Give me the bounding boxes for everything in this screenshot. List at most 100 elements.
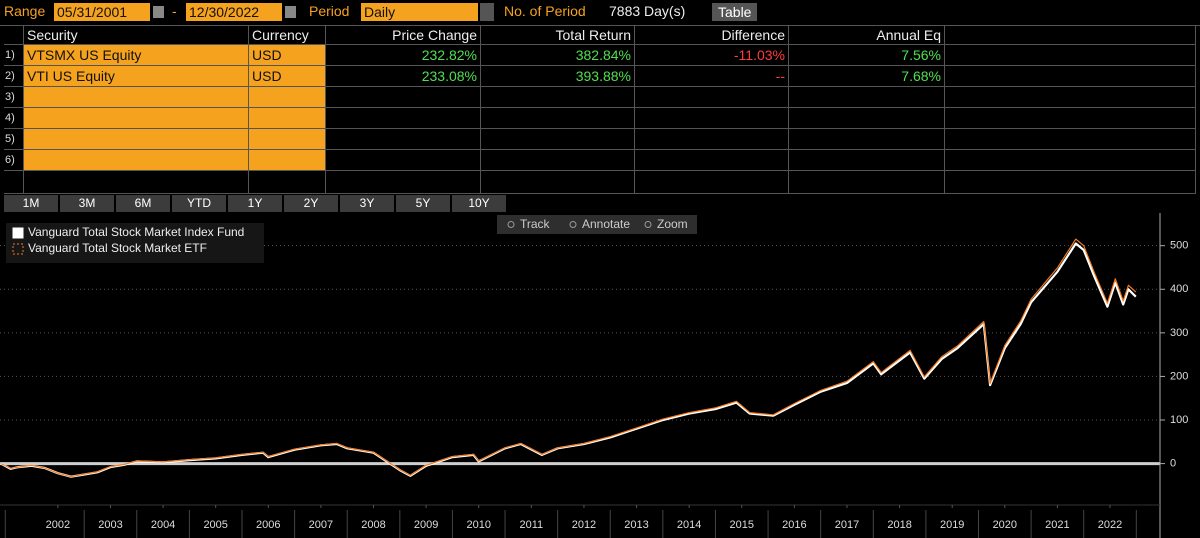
x-tick-label: 2019 bbox=[940, 519, 964, 531]
period-button[interactable]: 10Y bbox=[452, 195, 506, 212]
column-header: Currency bbox=[249, 26, 326, 45]
x-tick-label: 2008 bbox=[361, 519, 385, 531]
period-button[interactable]: 1M bbox=[4, 195, 58, 212]
tool-icon[interactable] bbox=[569, 221, 577, 228]
table-cell[interactable]: VTI US Equity bbox=[24, 66, 249, 87]
row-number: 4) bbox=[4, 108, 24, 129]
table-cell: -11.03% bbox=[635, 45, 789, 66]
end-date[interactable]: 12/30/2022 bbox=[186, 3, 282, 21]
legend-swatch bbox=[12, 227, 24, 239]
series-line bbox=[0, 238, 1137, 478]
table-cell bbox=[789, 129, 945, 150]
row-number: 6) bbox=[4, 150, 24, 171]
table-cell[interactable]: VTSMX US Equity bbox=[24, 45, 249, 66]
period-button[interactable]: 3Y bbox=[340, 195, 394, 212]
table-cell[interactable] bbox=[24, 108, 249, 129]
table-cell bbox=[4, 171, 24, 194]
table-cell bbox=[481, 87, 635, 108]
period-button[interactable]: 2Y bbox=[284, 195, 338, 212]
table-cell bbox=[635, 108, 789, 129]
column-header: Annual Eq bbox=[789, 26, 945, 45]
period-button[interactable]: 1Y bbox=[228, 195, 282, 212]
calendar-icon[interactable] bbox=[153, 6, 164, 18]
table-cell bbox=[945, 87, 1196, 108]
table-cell: 233.08% bbox=[326, 66, 481, 87]
column-header: Total Return bbox=[481, 26, 635, 45]
period-button[interactable]: 6M bbox=[116, 195, 170, 212]
table-cell bbox=[945, 66, 1196, 87]
tool-icon[interactable] bbox=[644, 221, 652, 228]
table-cell[interactable] bbox=[249, 129, 326, 150]
column-header: Difference bbox=[635, 26, 789, 45]
table-cell: 7.56% bbox=[789, 45, 945, 66]
dropdown-arrow[interactable] bbox=[480, 3, 494, 21]
x-tick-label: 2013 bbox=[624, 519, 648, 531]
table-cell bbox=[789, 108, 945, 129]
returns-table: Security Currency Price Change Total Return… bbox=[0, 25, 1200, 194]
y-tick-label: 500 bbox=[1170, 240, 1188, 252]
table-cell[interactable] bbox=[249, 87, 326, 108]
x-tick-label: 2010 bbox=[466, 519, 490, 531]
period-button[interactable]: 3M bbox=[60, 195, 114, 212]
start-date[interactable]: 05/31/2001 bbox=[54, 3, 150, 21]
period-button[interactable]: 5Y bbox=[396, 195, 450, 212]
x-tick-label: 2020 bbox=[993, 519, 1017, 531]
table-cell: 7.68% bbox=[789, 66, 945, 87]
x-tick-label: 2012 bbox=[572, 519, 596, 531]
x-tick-label: 2017 bbox=[835, 519, 859, 531]
table-cell[interactable]: USD bbox=[249, 66, 326, 87]
chart: 0 100 200 300 400 500 2002 2003 2004 2005 2006 2007… bbox=[0, 213, 1188, 538]
table-cell bbox=[326, 129, 481, 150]
table-cell bbox=[635, 129, 789, 150]
period-label: Period bbox=[309, 3, 350, 19]
legend-swatch bbox=[12, 243, 24, 255]
table-cell bbox=[326, 171, 481, 194]
table-cell bbox=[945, 45, 1196, 66]
table-cell[interactable]: USD bbox=[249, 45, 326, 66]
table-button[interactable]: Table bbox=[712, 3, 758, 21]
row-number: 1) bbox=[4, 45, 24, 66]
x-tick-label: 2006 bbox=[256, 519, 280, 531]
range-label: Range bbox=[4, 3, 46, 19]
y-tick-label: 300 bbox=[1170, 327, 1188, 339]
x-tick-label: 2011 bbox=[520, 519, 544, 531]
table-cell bbox=[326, 108, 481, 129]
table-cell bbox=[789, 87, 945, 108]
table-cell bbox=[789, 171, 945, 194]
table-cell bbox=[24, 171, 249, 194]
range-separator: - bbox=[172, 3, 177, 19]
table-cell bbox=[481, 108, 635, 129]
series-line bbox=[0, 242, 1137, 478]
chart-tool[interactable]: Zoom bbox=[657, 217, 688, 231]
table-cell[interactable] bbox=[24, 87, 249, 108]
tool-icon[interactable] bbox=[507, 221, 515, 228]
x-tick-label: 2015 bbox=[730, 519, 754, 531]
x-tick-label: 2022 bbox=[1098, 519, 1122, 531]
table-cell: 393.88% bbox=[481, 66, 635, 87]
table-cell[interactable] bbox=[24, 150, 249, 171]
count-label: No. of Period bbox=[504, 3, 586, 19]
column-header: Security bbox=[24, 26, 249, 45]
table-cell: -- bbox=[635, 66, 789, 87]
period-button[interactable]: YTD bbox=[172, 195, 226, 212]
table-cell bbox=[635, 87, 789, 108]
table-cell[interactable] bbox=[249, 150, 326, 171]
table-cell[interactable] bbox=[249, 108, 326, 129]
y-tick-label: 100 bbox=[1170, 414, 1188, 426]
table-cell bbox=[249, 171, 326, 194]
table-cell[interactable] bbox=[24, 129, 249, 150]
x-tick-label: 2002 bbox=[46, 519, 70, 531]
calendar-icon[interactable] bbox=[285, 6, 296, 18]
column-header: Price Change bbox=[326, 26, 481, 45]
column-header bbox=[945, 26, 1196, 45]
table-cell bbox=[481, 171, 635, 194]
chart-tool[interactable]: Annotate bbox=[582, 217, 630, 231]
table-cell bbox=[635, 171, 789, 194]
chart-tool[interactable]: Track bbox=[520, 217, 551, 231]
period-select[interactable]: Daily bbox=[361, 3, 478, 21]
y-tick-label: 400 bbox=[1170, 283, 1188, 295]
table-cell bbox=[635, 150, 789, 171]
x-tick-label: 2021 bbox=[1045, 519, 1069, 531]
x-tick-label: 2007 bbox=[309, 519, 333, 531]
